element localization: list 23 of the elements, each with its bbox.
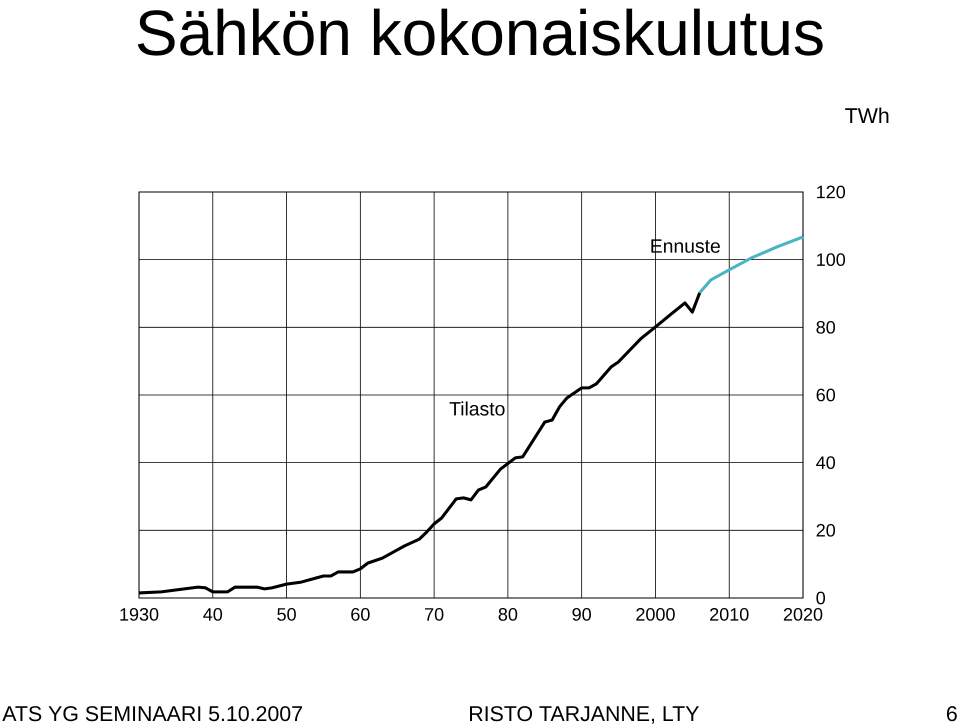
chart-title: Sähkön kokonaiskulutus — [138, 8, 823, 56]
x-tick-label: 2010 — [710, 608, 749, 621]
text: ATS YG SEMINAARI 5.10.2007 — [2, 706, 302, 722]
text: 6 — [946, 706, 957, 722]
y-axis-title: TWh — [845, 108, 888, 123]
x-tick-label: 50 — [277, 608, 296, 621]
text: RISTO TARJANNE, LTY — [470, 706, 699, 724]
y-tick-label: 0 — [816, 592, 826, 604]
x-tick-label: 2020 — [784, 608, 822, 621]
y-tick-label: 60 — [816, 388, 836, 402]
x-tick-label: 60 — [351, 608, 370, 621]
y-tick-label: 80 — [816, 320, 836, 334]
x-tick-label: 70 — [425, 608, 444, 621]
x-tick-label: 1930 — [120, 608, 158, 621]
x-tick-label: 2000 — [636, 608, 675, 621]
y-tick-label: 100 — [817, 253, 846, 266]
y-tick-label: 40 — [816, 456, 836, 470]
y-tick-label: 120 — [817, 186, 846, 198]
y-tick-label: 20 — [816, 524, 836, 537]
x-tick-label: 90 — [572, 608, 591, 621]
series-label: Tilasto — [450, 401, 505, 416]
x-tick-label: 80 — [498, 608, 518, 621]
x-tick-label: 40 — [203, 608, 222, 621]
